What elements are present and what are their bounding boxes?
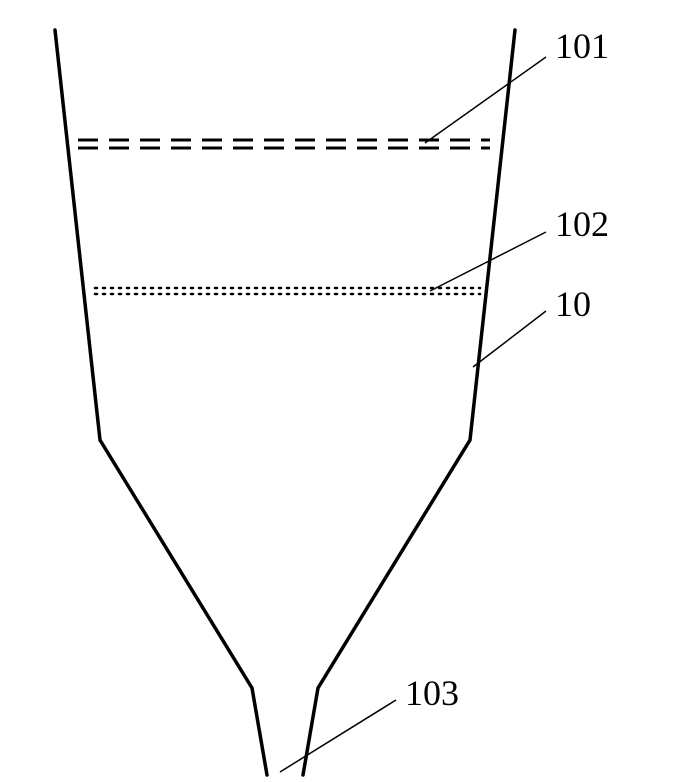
leader-line-103 bbox=[280, 700, 396, 772]
label-103: 103 bbox=[405, 672, 459, 714]
diagram-canvas: 101 102 10 103 bbox=[0, 0, 678, 782]
label-102: 102 bbox=[555, 203, 609, 245]
label-10: 10 bbox=[555, 283, 591, 325]
funnel-svg bbox=[0, 0, 678, 782]
label-101: 101 bbox=[555, 25, 609, 67]
funnel-outline-right bbox=[303, 30, 515, 775]
leader-line-101 bbox=[425, 57, 546, 143]
funnel-outline-left bbox=[55, 30, 267, 775]
